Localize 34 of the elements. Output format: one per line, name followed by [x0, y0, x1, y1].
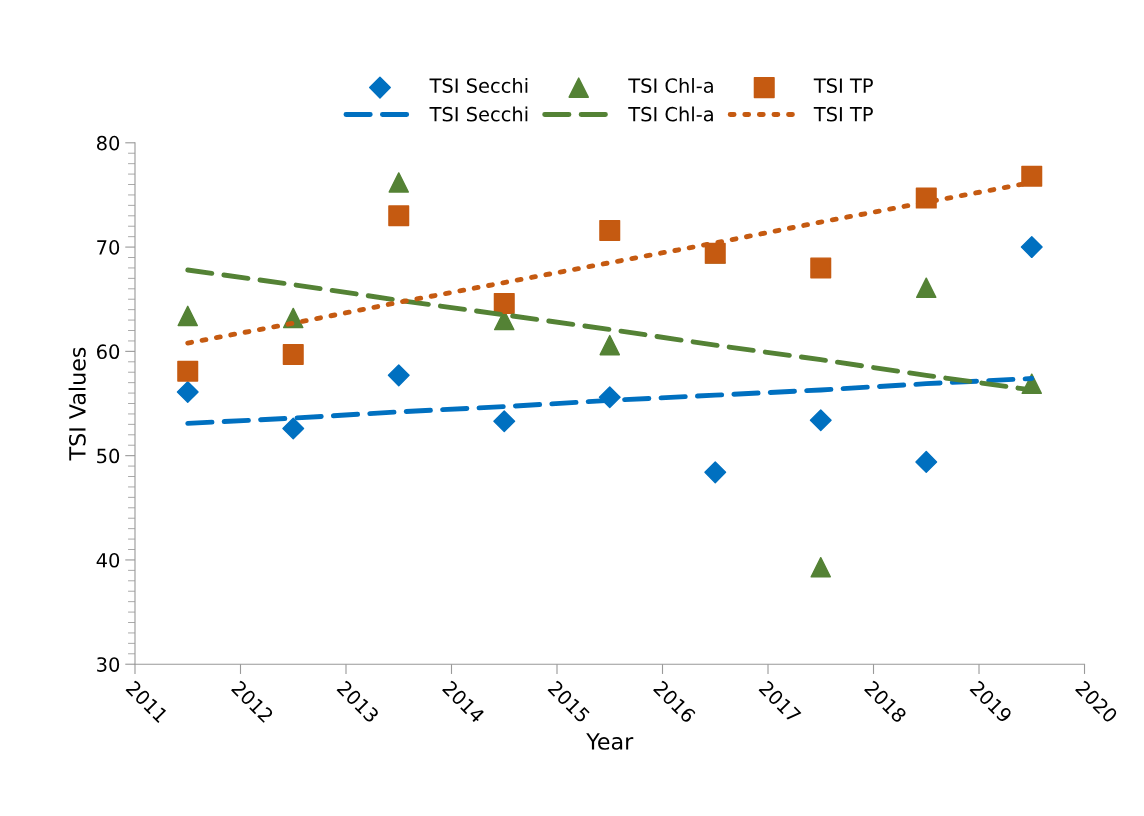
point: [810, 556, 832, 578]
y-axis-title: TSI Values: [68, 347, 86, 461]
y-tick-label: 80: [96, 135, 120, 151]
y-tick-label: 50: [97, 448, 120, 464]
point: [282, 343, 304, 366]
point: [599, 219, 621, 241]
point: [387, 364, 410, 387]
point: [1020, 236, 1043, 259]
point: [915, 277, 937, 299]
point: [599, 334, 621, 356]
legend-label: TSI TP: [813, 106, 873, 122]
y-tick-label: 70: [97, 240, 120, 255]
point: [493, 410, 516, 433]
legend-label: TSI Secchi: [429, 77, 528, 93]
point: [176, 381, 199, 404]
point: [915, 450, 938, 473]
point: [810, 257, 832, 279]
point: [177, 360, 199, 382]
point: [388, 205, 410, 227]
legend-label: TSI Secchi: [429, 106, 528, 122]
y-tick-label: 60: [97, 344, 120, 360]
point: [1021, 165, 1043, 187]
legend-label: TSI Chl-a: [628, 77, 713, 93]
point: [493, 292, 515, 314]
point: [704, 461, 727, 484]
y-tick-label: 40: [96, 552, 120, 568]
point: [388, 172, 410, 193]
point: [282, 417, 305, 440]
point: [809, 409, 832, 432]
legend-label: TSI TP: [813, 78, 873, 93]
y-tick-label: 30: [97, 657, 120, 672]
legend-label: TSI Chl-a: [628, 106, 713, 122]
x-axis-title: Year: [586, 733, 634, 750]
point: [177, 305, 199, 327]
